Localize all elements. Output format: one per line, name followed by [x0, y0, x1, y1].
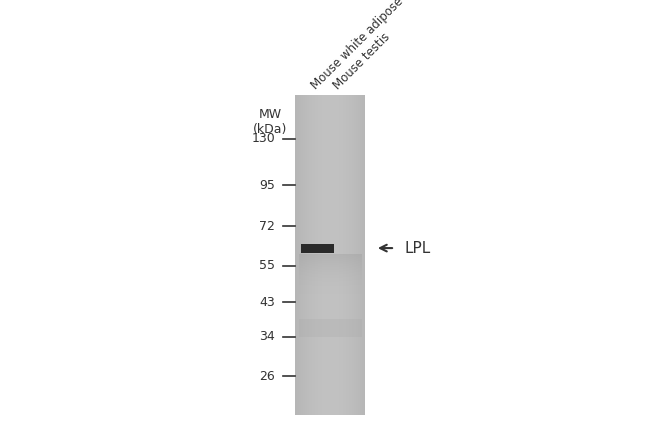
Text: 130: 130 [252, 132, 275, 146]
Text: Mouse testis: Mouse testis [331, 30, 393, 92]
Text: LPL: LPL [404, 241, 430, 255]
Text: 72: 72 [259, 220, 275, 233]
Text: 26: 26 [259, 370, 275, 383]
Text: 34: 34 [259, 330, 275, 343]
Text: MW
(kDa): MW (kDa) [253, 108, 287, 136]
Bar [300, 244, 333, 253]
Text: 43: 43 [259, 296, 275, 308]
Text: 95: 95 [259, 179, 275, 192]
Bar [298, 319, 361, 337]
Text: Mouse white adipose: Mouse white adipose [309, 0, 406, 92]
Text: 55: 55 [259, 259, 275, 272]
